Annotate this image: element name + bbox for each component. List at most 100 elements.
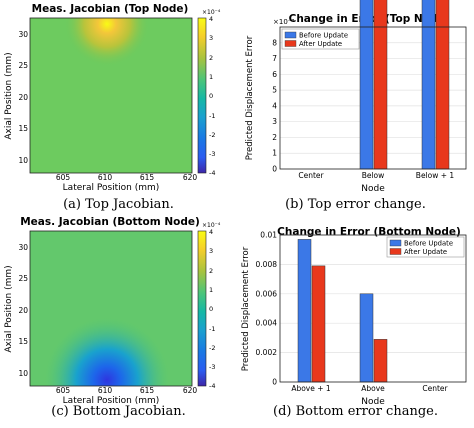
bar-after <box>373 339 388 383</box>
y-tick-label: 0.01 <box>260 231 277 240</box>
y-tick-label: 15 <box>18 337 28 346</box>
y-tick-label: 5 <box>272 86 277 95</box>
colorbar-tick: -3 <box>209 150 215 158</box>
x-tick-label: 620 <box>183 173 198 182</box>
y-tick-label: 0.008 <box>256 260 278 269</box>
colorbar-ticks: 4 3 2 1 0 -1 -2 -3 -4 <box>209 15 215 177</box>
chart-title: Change in Error (Bottom Node) <box>277 226 461 238</box>
y-tick-label: 7 <box>272 54 277 63</box>
y-tick-label: 0.002 <box>256 348 278 357</box>
bar-before <box>359 0 374 170</box>
colorbar-tick: -1 <box>209 112 215 120</box>
x-tick-label: Below + 1 <box>416 171 455 180</box>
colorbar-tick: -4 <box>209 169 215 177</box>
x-ticks: 605 610 615 620 <box>56 173 198 182</box>
bar-before <box>297 239 312 383</box>
y-tick-label: 3 <box>272 117 277 126</box>
colorbar-tick: 4 <box>209 15 213 23</box>
y-tick-label: 4 <box>272 101 277 110</box>
x-ticks: 605 610 615 620 <box>56 386 198 395</box>
colorbar-tick: 4 <box>209 228 213 236</box>
caption-a: (a) Top Jacobian. <box>63 197 174 212</box>
plot-frame <box>279 26 467 170</box>
colorbar-tick: -2 <box>209 344 215 352</box>
y-tick-label: 15 <box>18 124 28 133</box>
colorbar-tick: 1 <box>209 73 213 81</box>
y-tick-label: 30 <box>18 243 28 252</box>
y-axis-label: Predicted Displacement Error <box>241 246 251 371</box>
colorbar-exponent: ×10⁻⁴ <box>202 222 221 229</box>
bar-after <box>311 265 326 383</box>
y-tick-label: 25 <box>18 274 28 283</box>
colorbar-tick: -1 <box>209 325 215 333</box>
heatmap-bottom-node: Meas. Jacobian (Bottom Node) 605 610 615… <box>4 216 221 406</box>
chart-title: Meas. Jacobian (Top Node) <box>32 3 189 15</box>
figure-bottom-jacobian: Meas. Jacobian (Bottom Node) 605 610 615… <box>0 213 237 408</box>
caption-c: (c) Bottom Jacobian. <box>51 404 186 419</box>
y-tick-label: 20 <box>18 93 28 102</box>
heatmap-hotspot <box>30 18 192 173</box>
y-tick-label: 0 <box>272 378 277 387</box>
bar-before <box>421 0 436 170</box>
x-tick-label: Center <box>422 384 448 393</box>
colorbar <box>197 230 207 387</box>
colorbar-tick: 1 <box>209 286 213 294</box>
x-tick-label: Above + 1 <box>291 384 331 393</box>
y-tick-label: 8 <box>272 38 277 47</box>
heatmap-frame <box>29 230 193 387</box>
y-tick-label: 10 <box>18 369 28 378</box>
x-tick-label: 610 <box>98 386 113 395</box>
caption-b: (b) Top error change. <box>285 197 426 212</box>
y-axis-label: Axial Position (mm) <box>4 265 14 352</box>
y-tick-label: 0.004 <box>256 319 278 328</box>
bar-before <box>359 293 374 383</box>
figure-top-error: Change in Error (Top Node) ×10⁻³ 0123456… <box>237 0 474 195</box>
x-axis-label: Node <box>361 397 385 407</box>
figure-top-jacobian: Meas. Jacobian (Top Node) 605 610 615 62… <box>0 0 237 195</box>
y-tick-label: 20 <box>18 306 28 315</box>
y-tick-label: 1 <box>272 149 277 158</box>
x-tick-label: Above <box>361 384 385 393</box>
legend-swatch <box>284 40 297 47</box>
colorbar-tick: 0 <box>209 305 213 313</box>
x-tick-label: 605 <box>56 173 71 182</box>
x-axis-label: Lateral Position (mm) <box>63 396 160 406</box>
heatmap-top-node: Meas. Jacobian (Top Node) 605 610 615 62… <box>4 3 221 193</box>
colorbar-tick: -4 <box>209 382 215 390</box>
x-tick-label: 605 <box>56 386 71 395</box>
bar-after <box>435 0 450 170</box>
x-tick-label: 620 <box>183 386 198 395</box>
colorbar-tick: -3 <box>209 363 215 371</box>
x-axis-label: Lateral Position (mm) <box>63 183 160 193</box>
y-tick-label: 30 <box>18 30 28 39</box>
plot-frame <box>279 234 467 383</box>
colorbar-tick: -2 <box>209 131 215 139</box>
x-tick-label: Center <box>298 171 324 180</box>
bar-chart-bottom-node: Change in Error (Bottom Node) 0 0.002 0.00… <box>241 226 467 407</box>
legend-label: After Update <box>299 40 342 48</box>
y-tick-label: 0 <box>272 165 277 174</box>
colorbar-exponent: ×10⁻⁴ <box>202 9 221 16</box>
colorbar-tick: 2 <box>209 54 213 62</box>
caption-d: (d) Bottom error change. <box>273 404 438 419</box>
colorbar-tick: 3 <box>209 247 213 255</box>
legend-box <box>281 28 360 50</box>
x-axis-label: Node <box>361 184 385 194</box>
y-exponent: ×10⁻³ <box>273 18 294 26</box>
legend-box <box>386 236 465 258</box>
legend-swatch <box>389 248 402 255</box>
x-tick-label: Below <box>362 171 385 180</box>
y-tick-label: 6 <box>272 70 277 79</box>
x-tick-label: 615 <box>140 386 155 395</box>
x-tick-label: 615 <box>140 173 155 182</box>
y-tick-label: 2 <box>272 133 277 142</box>
legend-label: After Update <box>404 248 447 256</box>
y-tick-label: 25 <box>18 61 28 70</box>
legend-swatch <box>389 239 402 247</box>
legend-label: Before Update <box>404 240 453 248</box>
legend-swatch <box>284 31 297 39</box>
colorbar <box>197 17 207 174</box>
colorbar-tick: 2 <box>209 267 213 275</box>
bar-after <box>373 0 388 170</box>
y-tick-label: 10 <box>18 156 28 165</box>
